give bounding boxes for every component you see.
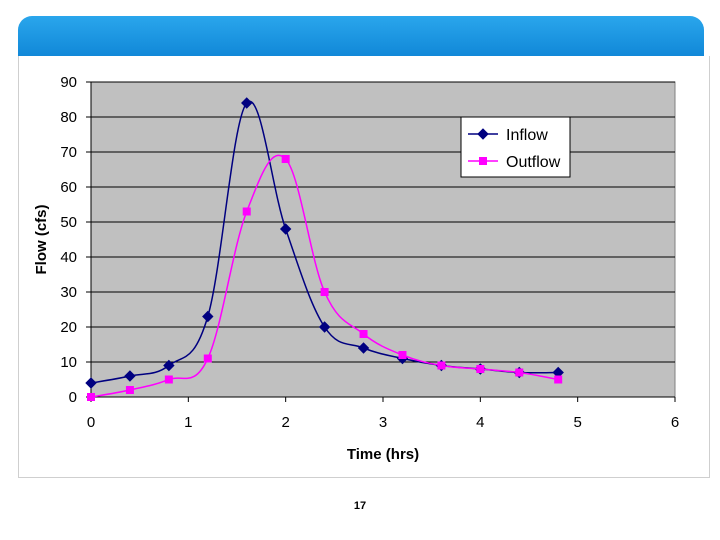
legend-marker-inflow: [477, 128, 489, 140]
x-tick-label: 1: [184, 414, 192, 431]
x-axis-label: Time (hrs): [347, 446, 419, 463]
outflow-point: [554, 375, 563, 384]
legend: Inflow Outflow: [460, 116, 571, 178]
inflow-point: [318, 321, 331, 333]
outflow-point: [203, 354, 212, 363]
inflow-point: [124, 370, 136, 382]
outflow-point: [320, 288, 329, 296]
outflow-point: [125, 386, 134, 394]
y-tick-label: 60: [60, 179, 77, 196]
inflow-point: [85, 377, 97, 389]
y-tick-label: 40: [60, 249, 77, 266]
x-tick-label: 2: [281, 414, 289, 431]
x-tick-label: 5: [573, 414, 581, 431]
y-tick-label: 10: [60, 354, 77, 371]
outflow-point: [476, 365, 485, 373]
outflow-point: [164, 375, 173, 384]
outflow-point: [515, 368, 524, 377]
outflow-point: [87, 393, 95, 401]
slide-header-bar: [18, 16, 704, 56]
y-tick-label: 20: [60, 319, 77, 336]
x-tick-label: 0: [87, 414, 95, 431]
outflow-point: [242, 207, 251, 216]
outflow-line: [90, 154, 559, 398]
legend-label-inflow: Inflow: [506, 127, 548, 144]
y-tick-label: 80: [60, 109, 77, 126]
x-tick-label: 6: [671, 414, 679, 431]
inflow-point: [357, 342, 370, 354]
page-number: 17: [353, 500, 367, 512]
grid-lines: [91, 81, 675, 363]
outflow-point: [359, 330, 368, 338]
legend-marker-outflow: [479, 157, 487, 165]
y-axis-label: Flow (cfs): [33, 204, 50, 274]
outflow-point: [281, 155, 290, 163]
axes: [86, 81, 676, 402]
outflow-point: [437, 361, 446, 370]
y-tick-label: 50: [60, 214, 77, 231]
y-tick-label: 30: [60, 284, 77, 301]
y-tick-label: 0: [69, 389, 77, 406]
y-tick-label: 70: [60, 144, 77, 161]
plot-area: [90, 81, 676, 398]
outflow-point: [398, 351, 407, 359]
inflow-point: [241, 97, 253, 109]
y-tick-labels: 0 10 20 30 40 50 60 70 80 90: [60, 74, 77, 406]
series-outflow: [87, 154, 563, 401]
legend-label-outflow: Outflow: [506, 154, 561, 171]
inflow-point: [163, 359, 175, 372]
inflow-point: [279, 223, 292, 235]
x-tick-label: 3: [379, 414, 387, 431]
inflow-point: [202, 310, 214, 323]
series-layer: [85, 97, 564, 401]
x-tick-labels: 0 1 2 3 4 5 6: [87, 414, 679, 431]
x-tick-label: 4: [476, 414, 484, 431]
legend-box: [460, 116, 571, 178]
y-tick-label: 90: [60, 74, 77, 91]
